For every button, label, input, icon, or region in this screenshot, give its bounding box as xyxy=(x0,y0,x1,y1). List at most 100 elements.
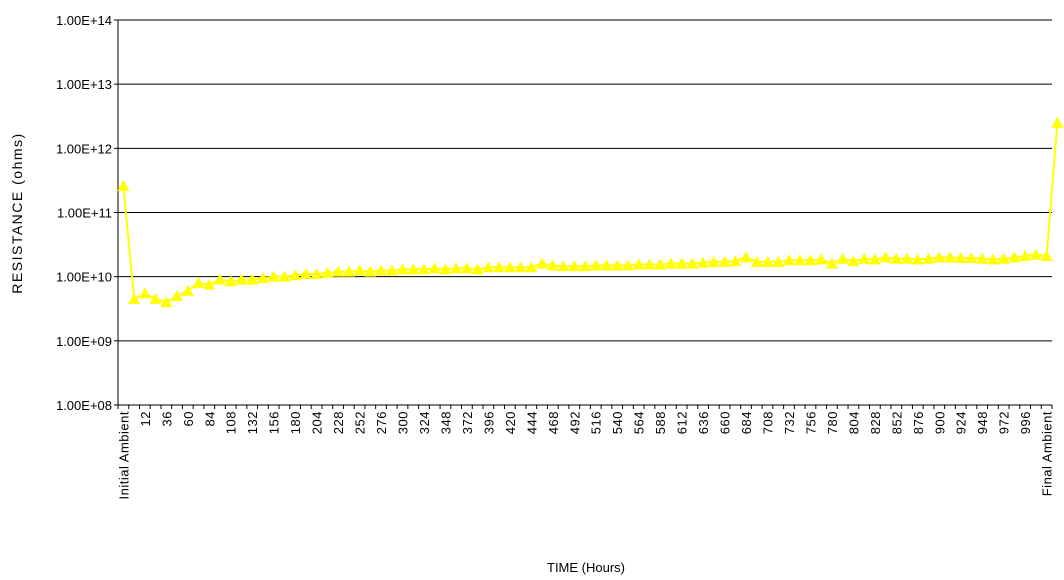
data-point xyxy=(847,255,860,267)
data-point xyxy=(213,273,226,285)
data-point xyxy=(793,254,806,266)
data-point xyxy=(965,252,978,264)
data-point xyxy=(375,264,388,276)
data-point xyxy=(128,292,141,304)
data-point xyxy=(407,263,420,275)
data-line xyxy=(122,122,1059,304)
data-point xyxy=(1029,248,1042,260)
data-point xyxy=(643,258,656,270)
x-tick-label: 828 xyxy=(868,411,883,434)
data-point xyxy=(450,262,463,274)
data-point xyxy=(396,263,409,275)
data-point xyxy=(707,255,720,267)
data-point xyxy=(289,269,302,281)
data-point xyxy=(138,287,151,299)
x-tick-label: 276 xyxy=(374,411,389,434)
data-point xyxy=(246,273,259,285)
data-point xyxy=(761,255,774,267)
x-tick-label: 468 xyxy=(546,411,561,434)
x-tick-label: 156 xyxy=(267,411,282,434)
x-tick-label: 444 xyxy=(524,411,539,434)
x-tick-label: 540 xyxy=(610,411,625,434)
data-point xyxy=(460,262,473,274)
data-point xyxy=(804,254,817,266)
data-point xyxy=(729,255,742,267)
data-point xyxy=(997,252,1010,264)
data-point xyxy=(740,251,753,263)
data-point xyxy=(1040,249,1053,261)
data-point xyxy=(750,255,763,267)
data-point xyxy=(482,261,495,273)
data-point xyxy=(600,259,613,271)
x-tick-label: 972 xyxy=(997,411,1012,434)
data-point xyxy=(718,255,731,267)
x-tick-label: 180 xyxy=(288,411,303,434)
data-point xyxy=(385,264,398,276)
data-point xyxy=(310,268,323,280)
y-tick-label: 1.00E+08 xyxy=(56,398,112,413)
y-axis-title: RESISTANCE (ohms) xyxy=(9,132,25,293)
x-tick-label: 876 xyxy=(911,411,926,434)
x-tick-label: 396 xyxy=(481,411,496,434)
y-tick-label: 1.00E+13 xyxy=(56,77,112,92)
x-tick-label: 564 xyxy=(632,411,647,434)
data-point xyxy=(868,253,881,265)
x-tick-label: 372 xyxy=(460,411,475,434)
x-axis-title: TIME (Hours) xyxy=(547,560,625,575)
data-point xyxy=(911,253,924,265)
data-point xyxy=(986,253,999,265)
data-point xyxy=(579,260,591,272)
y-tick-label: 1.00E+10 xyxy=(56,270,112,285)
data-point xyxy=(675,257,688,269)
x-tick-label: Initial Ambient xyxy=(116,411,131,499)
x-tick-label: 924 xyxy=(954,411,969,434)
x-tick-label: 36 xyxy=(159,411,174,426)
data-point xyxy=(589,259,602,271)
x-tick-label: 756 xyxy=(803,411,818,434)
x-tick-label: 300 xyxy=(395,411,410,434)
data-point xyxy=(890,252,903,264)
x-tick-label: 132 xyxy=(245,411,260,434)
data-point xyxy=(278,270,291,282)
data-point xyxy=(224,275,237,287)
data-point xyxy=(697,256,710,268)
data-point xyxy=(536,257,549,269)
data-point xyxy=(879,251,892,263)
x-tick-label: 60 xyxy=(181,411,196,426)
data-point xyxy=(267,270,280,282)
x-tick-label: 900 xyxy=(932,411,947,434)
x-tick-label: 948 xyxy=(975,411,990,434)
data-point xyxy=(203,278,216,290)
data-point xyxy=(342,265,355,277)
x-tick-label: 588 xyxy=(653,411,668,434)
data-point xyxy=(117,179,130,191)
data-point xyxy=(836,252,849,264)
data-point xyxy=(181,284,194,296)
y-tick-label: 1.00E+12 xyxy=(56,141,112,156)
x-tick-label: 348 xyxy=(438,411,453,434)
data-point xyxy=(858,252,871,264)
data-point xyxy=(568,260,581,272)
x-tick-label: 420 xyxy=(503,411,518,434)
x-tick-label: 684 xyxy=(739,411,754,434)
data-point xyxy=(664,257,677,269)
x-tick-label: 84 xyxy=(202,411,217,426)
data-point xyxy=(160,296,173,308)
x-tick-label: Final Ambient xyxy=(1040,411,1055,496)
data-point xyxy=(621,259,634,271)
x-tick-label: 636 xyxy=(696,411,711,434)
x-tick-label: 780 xyxy=(825,411,840,434)
x-tick-label: 12 xyxy=(138,411,153,426)
data-point xyxy=(428,262,441,274)
y-tick-label: 1.00E+14 xyxy=(56,13,112,28)
data-point xyxy=(933,251,946,263)
data-point xyxy=(417,263,430,275)
x-tick-label: 660 xyxy=(718,411,733,434)
x-tick-label: 108 xyxy=(224,411,239,434)
data-point xyxy=(439,263,452,275)
data-point xyxy=(922,252,935,264)
data-point xyxy=(976,252,989,264)
x-tick-label: 252 xyxy=(353,411,368,434)
x-tick-label: 996 xyxy=(1018,411,1033,434)
data-point xyxy=(525,261,538,273)
